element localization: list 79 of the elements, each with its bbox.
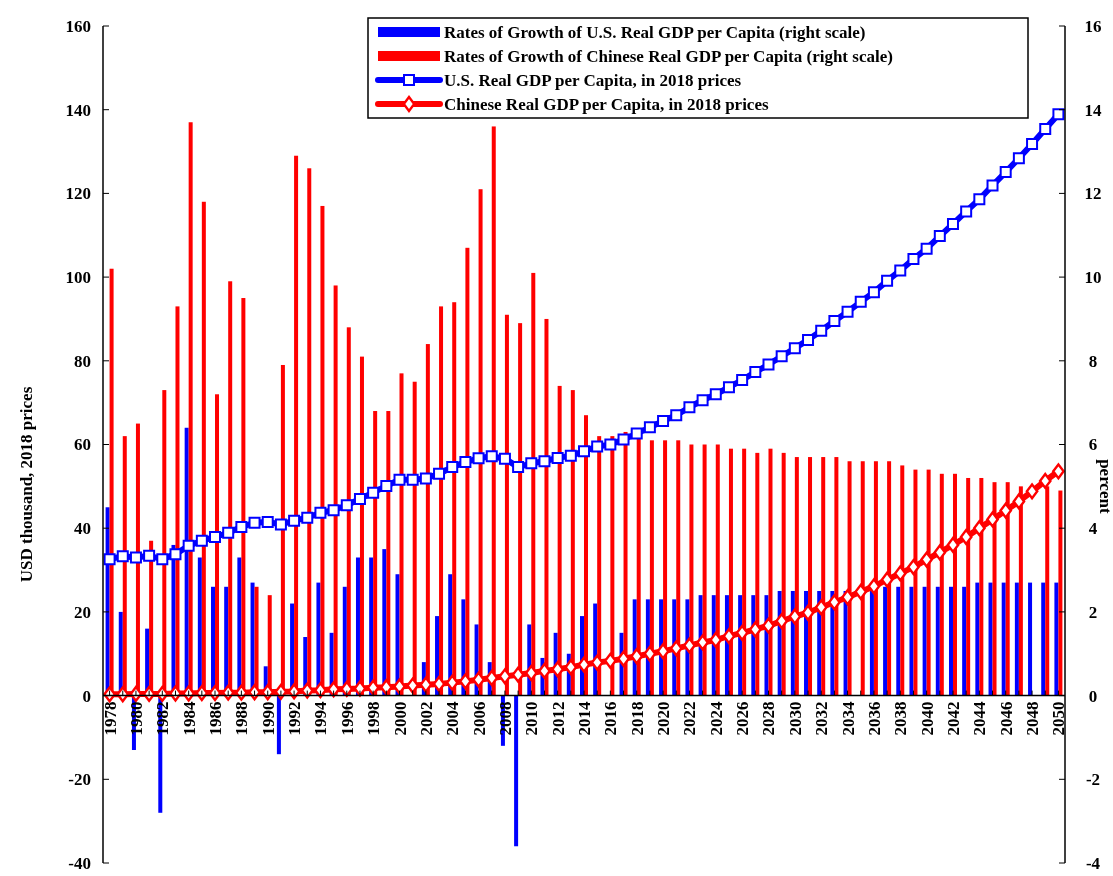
- x-tick-label: 1992: [285, 701, 305, 736]
- y-tick-label: 140: [65, 100, 91, 120]
- x-tick-label: 2018: [627, 701, 647, 736]
- x-tick-label: 2038: [891, 701, 911, 736]
- legend-label: Rates of Growth of Chinese Real GDP per Capita (right scale): [444, 46, 893, 66]
- y2-tick-label: -4: [1085, 853, 1101, 873]
- x-tick-label: 1984: [179, 701, 199, 736]
- x-tick-label: 1978: [100, 701, 120, 736]
- y-tick-label: 160: [65, 16, 91, 36]
- bar: [962, 586, 967, 696]
- x-tick-label: 1998: [364, 701, 384, 736]
- y-tick-label: 80: [74, 351, 91, 371]
- x-tick-label: 1982: [153, 701, 173, 736]
- bar: [1028, 582, 1033, 696]
- x-tick-label: 1994: [311, 701, 331, 736]
- x-tick-label: 1996: [337, 701, 357, 736]
- x-tick-label: 2012: [548, 701, 568, 736]
- x-tick-label: 1980: [126, 701, 146, 736]
- x-tick-label: 1990: [258, 701, 278, 736]
- bar: [975, 582, 980, 696]
- y-tick-label: 40: [74, 519, 91, 539]
- x-tick-label: 2050: [1049, 701, 1069, 736]
- x-tick-label: 2028: [759, 701, 779, 736]
- legend-label: U.S. Real GDP per Capita, in 2018 prices: [444, 70, 742, 90]
- x-tick-label: 2016: [601, 701, 621, 736]
- x-tick-label: 2042: [943, 701, 963, 736]
- y2-tick-label: 6: [1088, 435, 1098, 455]
- bar: [988, 582, 993, 696]
- y2-tick-label: 10: [1084, 268, 1102, 288]
- x-tick-label: 2022: [680, 701, 700, 736]
- y2-tick-label: 4: [1088, 519, 1098, 539]
- x-tick-label: 2020: [654, 701, 674, 736]
- x-tick-label: 2006: [469, 701, 489, 736]
- y2-tick-label: 0: [1088, 686, 1098, 706]
- bar: [1001, 582, 1006, 696]
- bar: [909, 586, 914, 696]
- y2-tick-label: -2: [1085, 770, 1101, 790]
- x-tick-label: 2002: [416, 701, 436, 736]
- x-tick-label: 2044: [970, 701, 990, 736]
- x-tick-label: 2034: [838, 701, 858, 736]
- y-tick-label: -20: [68, 770, 91, 790]
- y-axis-title: USD thousand, 2018 prices: [17, 386, 36, 583]
- y2-axis-title: percent: [1096, 459, 1113, 514]
- bar: [1058, 490, 1063, 696]
- bar: [922, 586, 927, 696]
- x-tick-label: 2030: [785, 701, 805, 736]
- y-tick-label: 60: [74, 435, 91, 455]
- y-tick-label: -40: [68, 853, 91, 873]
- x-tick-label: 2048: [1023, 701, 1043, 736]
- x-tick-label: 2000: [390, 701, 410, 736]
- y-tick-label: 20: [74, 602, 91, 622]
- y2-tick-label: 2: [1088, 602, 1098, 622]
- y2-tick-label: 14: [1084, 100, 1102, 120]
- x-tick-label: 2014: [575, 701, 594, 736]
- y-tick-label: 100: [65, 268, 91, 288]
- x-tick-label: 2026: [733, 701, 753, 736]
- y2-tick-label: 8: [1088, 351, 1098, 371]
- x-tick-label: 1986: [206, 701, 226, 736]
- y2-tick-label: 12: [1084, 184, 1102, 204]
- x-tick-label: 2008: [495, 701, 515, 736]
- bar: [935, 586, 940, 696]
- x-tick-label: 2004: [443, 701, 463, 736]
- x-tick-label: 2024: [706, 701, 726, 736]
- x-tick-label: 2036: [864, 701, 884, 736]
- y-tick-label: 0: [82, 686, 91, 706]
- y-tick-label: 120: [65, 184, 91, 204]
- bar: [948, 586, 953, 696]
- legend-label: Chinese Real GDP per Capita, in 2018 prices: [444, 94, 769, 114]
- bar: [514, 695, 519, 847]
- x-tick-label: 2010: [522, 701, 542, 736]
- x-tick-label: 2046: [996, 701, 1016, 736]
- x-tick-label: 2032: [812, 701, 832, 736]
- y2-tick-label: 16: [1084, 16, 1102, 36]
- bar: [1054, 582, 1059, 696]
- x-tick-label: 2040: [917, 701, 937, 736]
- bar: [896, 586, 901, 696]
- legend-label: Rates of Growth of U.S. Real GDP per Capita (right scale): [444, 22, 866, 42]
- bar: [1014, 582, 1019, 696]
- x-tick-label: 1988: [232, 701, 252, 736]
